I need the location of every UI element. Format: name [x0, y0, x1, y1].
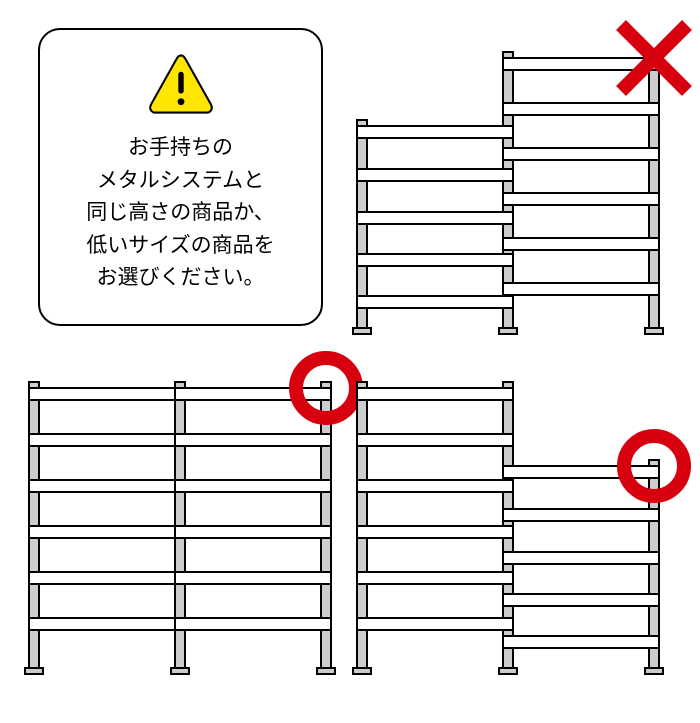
- shelf-foot: [499, 668, 517, 674]
- shelf-level: [357, 388, 513, 400]
- shelf-foot: [353, 328, 371, 334]
- shelf-level: [503, 193, 659, 205]
- shelf-level: [29, 480, 185, 492]
- shelf-foot: [25, 668, 43, 674]
- shelf-foot: [645, 668, 663, 674]
- shelf-level: [175, 388, 331, 400]
- shelf-level: [357, 169, 513, 181]
- shelf-level: [503, 466, 659, 478]
- shelf-level: [29, 618, 185, 630]
- shelf-level: [357, 618, 513, 630]
- shelf-level: [175, 618, 331, 630]
- shelf-level: [175, 480, 331, 492]
- shelf-level: [29, 388, 185, 400]
- shelf-level: [175, 526, 331, 538]
- shelf-level: [175, 572, 331, 584]
- shelving-diagram-bottom-right: [312, 338, 700, 723]
- info-box: お手持ちのメタルシステムと同じ高さの商品か、低いサイズの商品をお選びください。: [38, 28, 323, 326]
- shelf-level: [357, 126, 513, 138]
- shelf-level: [503, 552, 659, 564]
- info-text-line: お選びください。: [97, 266, 265, 289]
- shelf-foot: [645, 328, 663, 334]
- shelf-level: [357, 254, 513, 266]
- shelf-level: [503, 103, 659, 115]
- shelf-level: [29, 434, 185, 446]
- shelf-foot: [171, 668, 189, 674]
- info-text-line: お手持ちの: [128, 136, 233, 159]
- warning-icon: [147, 50, 215, 118]
- shelf-level: [357, 480, 513, 492]
- shelving-diagram-top-right: [312, 8, 700, 383]
- shelf-level: [503, 283, 659, 295]
- shelf-foot: [353, 668, 371, 674]
- info-text-line: メタルシステムと: [97, 169, 264, 192]
- shelf-level: [503, 148, 659, 160]
- shelf-level: [29, 572, 185, 584]
- shelf-level: [357, 212, 513, 224]
- shelf-level: [503, 636, 659, 648]
- shelf-foot: [499, 328, 517, 334]
- shelf-level: [357, 434, 513, 446]
- info-text: お手持ちのメタルシステムと同じ高さの商品か、低いサイズの商品をお選びください。: [40, 132, 321, 295]
- shelf-level: [357, 296, 513, 308]
- shelf-level: [175, 434, 331, 446]
- info-text-line: 同じ高さの商品か、: [86, 201, 275, 224]
- info-text-line: 低いサイズの商品を: [86, 234, 274, 257]
- shelf-level: [357, 572, 513, 584]
- shelf-level: [503, 509, 659, 521]
- shelf-level: [503, 594, 659, 606]
- shelf-level: [29, 526, 185, 538]
- shelf-level: [503, 238, 659, 250]
- shelf-level: [357, 526, 513, 538]
